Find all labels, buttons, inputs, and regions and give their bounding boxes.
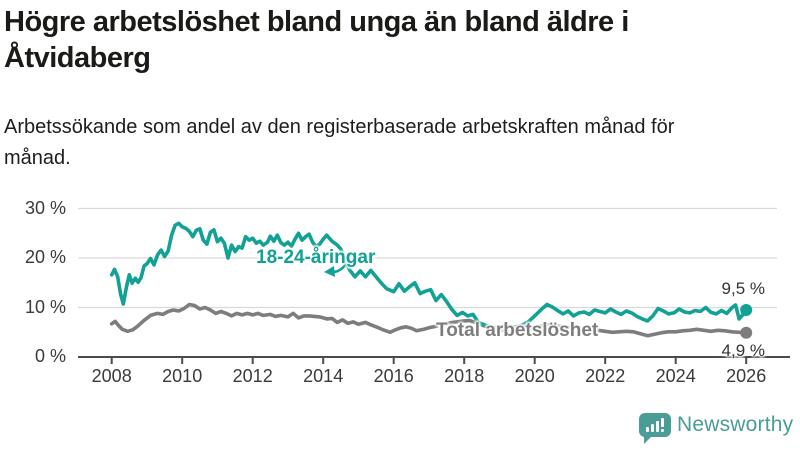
total-series-line [109,302,749,338]
page-title: Högre arbetslöshet bland unga än bland ä… [4,6,629,74]
series-label-total: Total arbetslöshet [436,320,599,341]
speech-bubble-tail [644,436,652,444]
exclamation-glyph [661,418,664,432]
bar-chart-glyph [646,418,664,432]
newsworthy-logo-icon [639,413,671,444]
total-end-dot [740,326,753,339]
youth-end-dot [740,303,753,316]
newsworthy-brand-link[interactable]: Newsworthy [639,413,794,444]
end-value-label-youth: 9,5 % [721,279,765,298]
label-pointer-arrowhead [324,266,335,277]
youth-series-line [109,221,749,330]
brand-name: Newsworthy [677,413,794,436]
end-value-label-total: 4,9 % [721,341,765,360]
chart-subtitle: Arbetssökande som andel av den registerb… [4,116,675,169]
series-label-youth: 18-24-åringar [256,247,376,268]
